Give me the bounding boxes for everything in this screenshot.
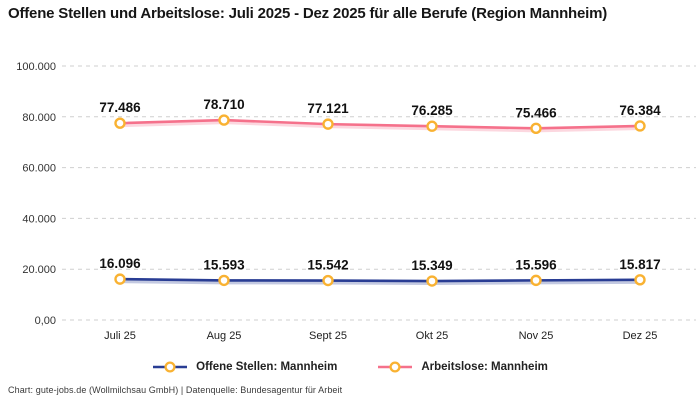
data-point-label: 15.593 [203, 257, 245, 272]
data-point-label: 15.349 [411, 258, 452, 273]
y-tick-label: 20.000 [22, 264, 56, 276]
legend-label-arbeitslose: Arbeitslose: Mannheim [421, 361, 548, 373]
data-point-label: 16.096 [99, 256, 141, 271]
series-line [118, 277, 642, 283]
line-chart-canvas: 100.000 80.000 60.000 40.000 20.000 0,00 Juli … [16, 61, 696, 342]
y-tick-label: 40.000 [22, 213, 56, 225]
series-line-glow [117, 278, 643, 286]
data-point-label: 78.710 [203, 97, 244, 112]
data-point-label: 76.285 [411, 103, 453, 118]
x-tick-label: Sept 25 [309, 330, 347, 342]
data-point-label: 75.466 [515, 105, 557, 120]
chart-title: Offene Stellen und Arbeitslose: Juli 202… [8, 5, 608, 22]
data-point-label: 15.596 [515, 257, 557, 272]
series-line-glow [117, 119, 643, 133]
y-tick-label: 0,00 [35, 315, 56, 327]
x-tick-label: Aug 25 [207, 330, 242, 342]
series-0: 16.096 15.593 15.542 15.349 15.596 15.817 [99, 256, 661, 287]
legend: Offene Stellen: Mannheim Arbeitslose: Ma… [0, 361, 700, 373]
legend-swatch-line-icon [153, 361, 188, 373]
data-point-label: 15.542 [307, 258, 348, 273]
legend-label-offene-stellen: Offene Stellen: Mannheim [196, 361, 338, 373]
data-point-marker [322, 118, 334, 130]
legend-item-offene-stellen: Offene Stellen: Mannheim [152, 361, 337, 373]
x-tick-label: Nov 25 [519, 330, 554, 342]
data-point-label: 77.121 [307, 101, 349, 116]
y-tick-label: 60.000 [22, 163, 56, 175]
data-point-marker [322, 274, 334, 287]
data-point-marker [114, 273, 126, 285]
data-point-marker [530, 122, 542, 135]
x-tick-label: Okt 25 [416, 330, 448, 342]
data-point-marker [530, 274, 542, 287]
data-point-label: 15.817 [619, 257, 660, 272]
gridlines-and-y-axis: 100.000 80.000 60.000 40.000 20.000 0,00 [16, 61, 696, 327]
data-point-marker [114, 117, 126, 129]
data-point-marker [426, 120, 438, 132]
x-tick-label: Dez 25 [623, 330, 658, 342]
legend-item-arbeitslose: Arbeitslose: Mannheim [377, 361, 548, 373]
x-axis-labels: Juli 25 Aug 25 Sept 25 Okt 25 Nov 25 Dez 25 [104, 330, 657, 342]
data-point-marker [634, 120, 646, 132]
y-tick-label: 100.000 [16, 61, 56, 73]
data-point-marker [426, 275, 438, 287]
data-point-label: 76.384 [619, 103, 661, 118]
y-tick-label: 80.000 [22, 112, 56, 124]
data-point-label: 77.486 [99, 100, 141, 115]
data-point-marker [218, 274, 230, 287]
series-line [118, 118, 642, 130]
legend-swatch-line-icon [378, 361, 413, 373]
series-1: 77.486 78.710 77.121 76.285 75.466 76.384 [99, 97, 661, 135]
data-point-marker [634, 274, 646, 286]
x-tick-label: Juli 25 [104, 330, 136, 342]
attribution-text: Chart: gute-jobs.de (Wollmilchsau GmbH) … [8, 385, 343, 395]
data-point-marker [218, 114, 230, 126]
